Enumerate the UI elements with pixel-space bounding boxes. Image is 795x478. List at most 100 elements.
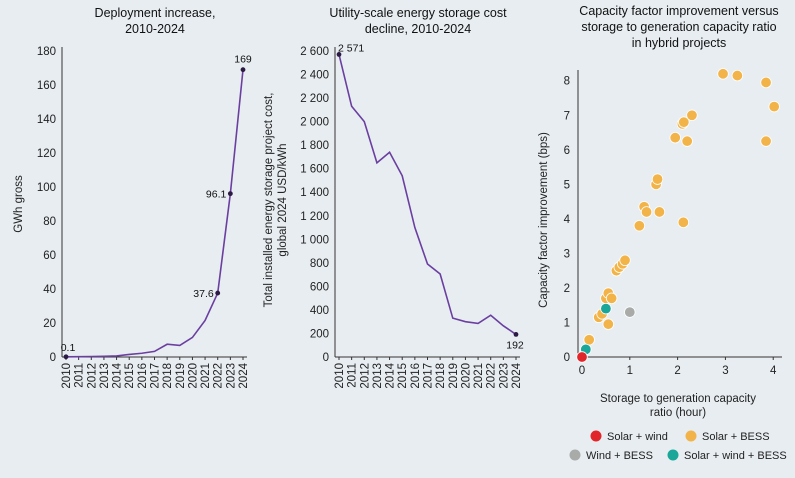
scatter-point xyxy=(602,318,614,330)
deployment-x-tick-label: 2024 xyxy=(238,362,250,388)
deployment-chart-title-line-1: Deployment increase, xyxy=(95,6,216,20)
cost-x-tick-label: 2018 xyxy=(435,363,447,389)
scatter-point xyxy=(624,306,636,318)
deployment-x-tick-label: 2016 xyxy=(137,363,149,389)
cost-decline-chart: Utility-scale energy storage cost declin… xyxy=(263,6,524,389)
scatter-point xyxy=(717,68,729,80)
deployment-x-tick-label: 2019 xyxy=(175,363,187,389)
scatter-point xyxy=(678,116,690,128)
scatter-x-tick-label: 1 xyxy=(627,365,633,377)
cost-x-tick-label: 2021 xyxy=(473,363,485,389)
capacity-factor-chart: Capacity factor improvement versus stora… xyxy=(538,4,787,462)
cost-y-tick-label: 1 400 xyxy=(300,187,329,199)
scatter-x-axis-label-line-1: Storage to generation capacity xyxy=(600,393,756,405)
cost-chart-title-line-1: Utility-scale energy storage cost xyxy=(329,6,507,20)
cost-y-tick-label: 1 600 xyxy=(300,164,329,176)
deployment-y-tick-label: 0 xyxy=(50,352,56,364)
cost-y-tick-label: 600 xyxy=(310,281,329,293)
deployment-y-tick-label: 60 xyxy=(43,250,56,262)
deployment-data-point xyxy=(215,290,221,296)
scatter-point xyxy=(600,302,612,315)
cost-y-tick-label: 1 200 xyxy=(300,211,329,223)
scatter-legend: Solar + wind Solar + BESS Wind + BESS Solar… xyxy=(569,430,787,462)
cost-x-tick-label: 2012 xyxy=(359,363,371,389)
cost-data-point xyxy=(513,332,519,337)
scatter-y-tick-label: 2 xyxy=(564,283,570,295)
deployment-x-tick-label: 2017 xyxy=(150,363,162,389)
deployment-x-tick-label: 2012 xyxy=(86,363,98,389)
cost-y-tick-label: 2 200 xyxy=(300,93,329,105)
deployment-y-axis-label: GWh gross xyxy=(13,175,25,233)
legend-label: Wind + BESS xyxy=(586,450,653,462)
scatter-point xyxy=(760,135,772,147)
deployment-x-tick-label: 2013 xyxy=(99,363,111,389)
deployment-x-tick-label: 2021 xyxy=(200,363,212,389)
scatter-x-axis-label-line-2: ratio (hour) xyxy=(650,407,706,419)
cost-x-tick-label: 2022 xyxy=(486,363,498,389)
deployment-data-label: 0.1 xyxy=(61,342,76,354)
cost-y-tick-label: 800 xyxy=(310,258,329,270)
deployment-y-tick-label: 80 xyxy=(43,216,56,228)
cost-y-axis-label-line-2: global 2024 USD/kWh xyxy=(277,143,289,256)
deployment-data-point xyxy=(240,67,246,73)
deployment-x-tick-label: 2022 xyxy=(213,363,225,389)
cost-x-tick-label: 2013 xyxy=(372,363,384,389)
legend-label: Solar + BESS xyxy=(702,431,770,443)
scatter-point xyxy=(768,100,780,113)
deployment-chart-title-line-2: 2010-2024 xyxy=(125,22,185,36)
scatter-point xyxy=(640,206,653,218)
deployment-data-point xyxy=(63,354,69,360)
cost-x-tick-label: 2020 xyxy=(460,363,472,389)
scatter-point xyxy=(760,76,772,89)
scatter-point xyxy=(651,173,664,185)
deployment-data-label: 169 xyxy=(234,54,252,66)
cost-y-axis-label-line-1: Total installed energy storage project c… xyxy=(263,93,275,308)
scatter-x-tick-label: 4 xyxy=(770,365,777,377)
cost-y-tick-label: 200 xyxy=(310,328,329,340)
deployment-x-tick-label: 2020 xyxy=(187,363,199,389)
deployment-chart: Deployment increase, 2010-2024 GWh gross… xyxy=(13,6,252,389)
scatter-point xyxy=(583,334,595,346)
scatter-y-axis-label: Capacity factor improvement (bps) xyxy=(538,132,550,308)
cost-chart-title-line-2: decline, 2010-2024 xyxy=(365,22,471,36)
cost-x-tick-label: 2014 xyxy=(385,362,397,388)
scatter-point xyxy=(669,132,681,144)
cost-y-tick-label: 0 xyxy=(323,352,329,364)
deployment-y-tick-label: 160 xyxy=(37,80,56,92)
deployment-y-tick-label: 120 xyxy=(37,148,56,160)
cost-y-tick-label: 1 800 xyxy=(300,140,329,152)
cost-x-tick-label: 2024 xyxy=(511,362,523,388)
scatter-y-tick-label: 1 xyxy=(564,317,570,329)
scatter-title-line-2: storage to generation capacity ratio xyxy=(581,20,776,34)
cost-x-tick-label: 2019 xyxy=(448,363,460,389)
legend-label: Solar + wind + BESS xyxy=(684,450,787,462)
scatter-y-tick-label: 4 xyxy=(564,214,571,226)
cost-y-tick-label: 2 400 xyxy=(300,70,329,82)
scatter-y-tick-label: 3 xyxy=(564,248,570,260)
scatter-point xyxy=(576,351,588,363)
scatter-point xyxy=(677,216,690,229)
scatter-title-line-1: Capacity factor improvement versus xyxy=(579,4,778,18)
cost-data-point xyxy=(336,52,342,57)
scatter-point xyxy=(619,254,631,267)
deployment-data-label: 37.6 xyxy=(193,288,214,300)
deployment-x-tick-label: 2023 xyxy=(225,363,237,389)
deployment-x-tick-label: 2010 xyxy=(61,363,73,389)
scatter-x-tick-label: 2 xyxy=(674,365,680,377)
cost-x-tick-label: 2017 xyxy=(423,363,435,389)
deployment-x-tick-label: 2014 xyxy=(112,362,124,388)
deployment-series-line xyxy=(65,69,244,358)
deployment-y-tick-label: 140 xyxy=(37,114,56,126)
cost-x-tick-label: 2011 xyxy=(347,363,359,388)
deployment-x-tick-label: 2011 xyxy=(74,363,86,388)
deployment-x-tick-label: 2015 xyxy=(124,363,136,389)
scatter-y-tick-label: 6 xyxy=(564,145,570,157)
deployment-y-tick-label: 180 xyxy=(37,46,56,58)
cost-data-label: 2 571 xyxy=(338,42,364,54)
legend-marker xyxy=(667,449,679,461)
deployment-data-point xyxy=(227,191,233,197)
deployment-y-tick-label: 100 xyxy=(37,182,56,194)
cost-x-tick-label: 2016 xyxy=(410,363,422,389)
